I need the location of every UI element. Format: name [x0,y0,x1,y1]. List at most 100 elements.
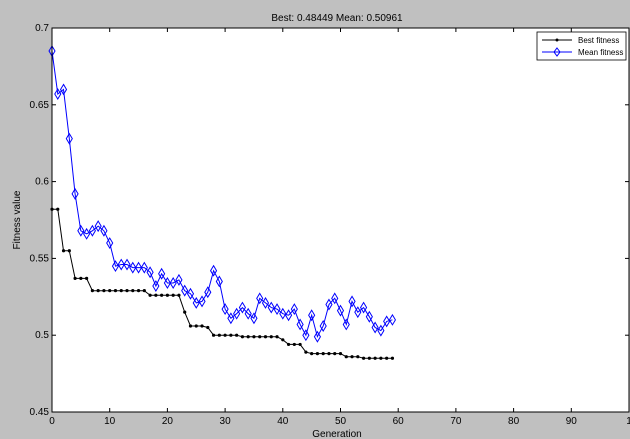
best-fitness-point [67,249,71,253]
mean-fitness-point [123,258,131,271]
mean-fitness-point [163,277,171,289]
axes-frame [51,27,630,413]
best-fitness-point [321,352,325,356]
mean-fitness-point [325,298,333,311]
best-fitness-point [240,335,245,339]
mean-fitness-point [100,224,108,237]
mean-fitness-point [117,258,125,271]
best-fitness-point [269,335,273,339]
mean-fitness-point [140,261,148,274]
legend-label-mean: Mean fitness [578,48,623,57]
best-fitness-point [258,335,262,339]
x-axis-label: Generation [312,429,361,439]
mean-fitness-point [209,264,218,277]
best-fitness-point [194,324,198,328]
y-tick-label: 0.7 [35,23,49,34]
best-fitness-point [292,342,296,347]
y-tick-label: 0.55 [30,253,50,264]
x-tick-label: 10 [104,416,116,427]
best-fitness-point [160,293,164,297]
best-fitness-point [183,310,187,314]
best-fitness-point [73,276,77,280]
best-fitness-point [356,355,360,359]
mean-fitness-point [365,310,373,323]
mean-fitness-point [94,220,102,233]
mean-fitness-point [186,287,195,300]
best-fitness-point [367,356,371,360]
best-fitness-point [102,289,106,293]
mean-fitness-point [250,312,258,325]
x-tick-label: 70 [450,416,462,427]
mean-fitness-point [377,324,385,337]
best-fitness-point [390,356,395,360]
mean-fitness-point [54,88,62,101]
best-fitness-point [310,352,314,356]
mean-fitness-point [348,295,356,308]
mean-fitness-point [158,267,166,280]
mean-fitness-point [319,320,327,332]
best-fitness-point [286,342,291,347]
mean-fitness-point [59,83,68,96]
best-fitness-point [344,355,348,359]
y-tick-label: 0.45 [30,407,50,418]
best-fitness-point [373,356,377,360]
best-fitness-point [171,293,175,297]
mean-fitness-point [233,307,241,320]
mean-fitness-point [77,224,85,237]
mean-fitness-point [302,329,310,342]
mean-fitness-point [359,301,368,314]
mean-fitness-point [169,277,177,289]
mean-fitness-point [290,303,298,316]
chart-title: Best: 0.48449 Mean: 0.50961 [271,13,403,24]
best-fitness-point [315,352,320,356]
mean-fitness-point [198,295,206,308]
best-fitness-point [217,333,221,337]
mean-fitness-point [388,313,397,326]
best-fitness-point [177,293,181,297]
mean-fitness-point [331,292,339,305]
y-axis-label: Fitness value [12,190,23,249]
best-fitness-point [223,333,227,337]
x-tick-label: 0 [49,416,55,427]
mean-fitness-point [354,306,362,319]
mean-fitness-point [221,303,229,316]
mean-fitness-point [308,309,316,322]
x-tick-label: 20 [162,416,174,427]
best-fitness-point [235,333,239,337]
best-fitness-point [246,335,250,339]
mean-fitness-point [273,303,281,316]
mean-fitness-point [88,224,96,237]
x-tick-label: 90 [566,416,578,427]
axis-ticks: 0 10 20 30 40 50 60 70 80 90 1 0.45 0.5 0.55 0.6 0.65 0.… [30,23,630,427]
mean-fitness-point [238,301,246,314]
best-fitness-point [200,324,204,328]
best-fitness-point [275,335,279,339]
mean-fitness-point [129,261,137,274]
best-fitness-point [154,293,158,297]
mean-fitness-point [342,318,350,331]
best-fitness-point [229,333,233,337]
x-tick-label: 30 [220,416,232,427]
best-fitness-point [79,276,83,280]
mean-fitness-point [65,132,73,145]
mean-fitness-point [267,301,275,314]
best-fitness-point [304,350,308,354]
best-fitness-point [131,289,135,293]
best-fitness-point [119,289,123,293]
mean-fitness-point [175,273,183,286]
series-markers [48,45,397,360]
mean-fitness-point [71,187,79,200]
x-tick-label: 50 [335,416,347,427]
best-fitness-point [211,333,216,337]
mean-fitness-point [279,307,287,320]
best-fitness-point [96,289,100,293]
series-line-mean [51,50,393,339]
y-tick-label: 0.65 [30,100,50,111]
best-fitness-point [379,356,383,360]
best-fitness-point [85,276,89,280]
best-fitness-point [361,356,366,360]
mean-fitness-point [244,307,252,320]
mean-fitness-point [134,261,143,274]
